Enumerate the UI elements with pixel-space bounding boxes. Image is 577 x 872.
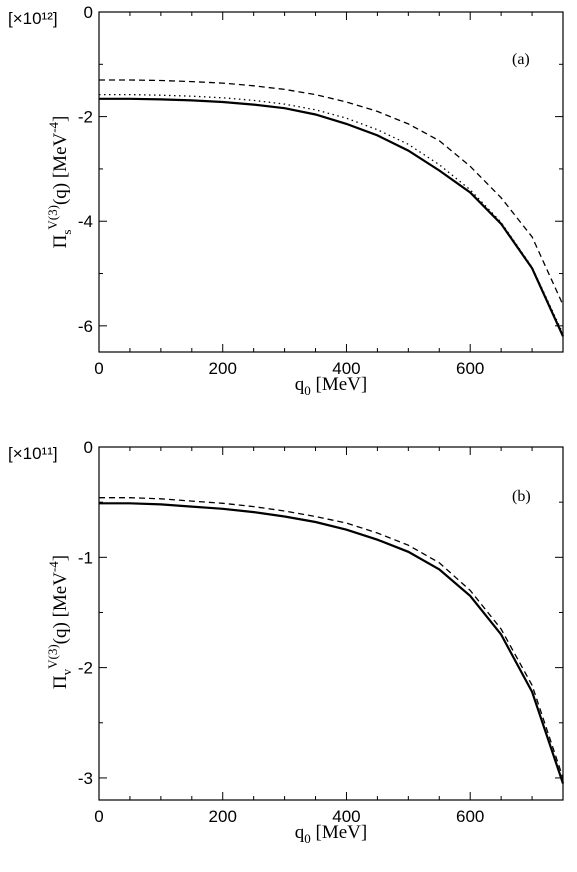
x-tick-label: 200 [209, 359, 237, 378]
x-tick-label: 200 [209, 807, 237, 826]
x-tick-label: 600 [456, 359, 484, 378]
y-axis-label-close: ] [50, 116, 71, 122]
x-tick-label: 0 [94, 359, 103, 378]
panel-label: (a) [512, 51, 530, 68]
y-tick-label: -4 [78, 212, 93, 231]
y-axis-label-sup: V(3) [45, 205, 60, 230]
y-tick-label: -1 [78, 548, 93, 567]
series-line-dotted [99, 93, 564, 334]
series-line-dashed [99, 497, 564, 779]
x-axis-label-base: q [295, 374, 305, 395]
y-axis-label-sub: s [59, 230, 74, 235]
y-tick-label: 0 [84, 3, 93, 22]
x-axis-label: q0 [MeV] [295, 822, 367, 846]
x-axis-label-unit: [MeV] [311, 374, 367, 395]
series-line-dashed [99, 79, 564, 306]
x-axis-label-unit: [MeV] [311, 822, 367, 843]
x-tick-label: 600 [456, 807, 484, 826]
x-tick-label: 400 [332, 359, 360, 378]
plot-frame [98, 446, 564, 801]
y-tick-label: -2 [78, 659, 93, 678]
y-tick-label: -3 [78, 769, 93, 788]
y-axis-label: ΠvV(3)(q) [MeV-4] [45, 555, 74, 689]
plot-frame [98, 11, 564, 353]
y-axis-label-sub: v [59, 668, 74, 675]
series-line-solid [99, 97, 565, 337]
y-axis-label-close: ] [50, 555, 71, 561]
y-axis-label-rest: (q) [MeV [50, 132, 71, 205]
x-axis-label-base: q [295, 822, 305, 843]
axis-multiplier: [×10¹²] [8, 9, 58, 28]
panel-label: (b) [512, 488, 531, 505]
axis-multiplier: [×10¹¹] [8, 444, 58, 463]
y-axis-label-unit-sup: -4 [46, 561, 61, 572]
y-axis-label-base: Π [50, 675, 71, 689]
y-axis-label-base: Π [50, 234, 71, 248]
x-axis-label-sub: 0 [304, 383, 311, 398]
y-axis-label-rest: (q) [MeV [50, 572, 71, 645]
x-axis-label: q0 [MeV] [295, 374, 367, 398]
y-axis-label: ΠsV(3)(q) [MeV-4] [45, 116, 74, 249]
series-line-solid [99, 502, 565, 784]
x-tick-label: 400 [332, 807, 360, 826]
x-axis-label-sub: 0 [304, 831, 311, 846]
x-tick-label: 0 [94, 807, 103, 826]
y-tick-label: -6 [78, 317, 93, 336]
y-axis-label-sup: V(3) [45, 644, 60, 669]
y-tick-label: 0 [84, 438, 93, 457]
y-axis-label-unit-sup: -4 [46, 121, 61, 132]
y-tick-label: -2 [78, 108, 93, 127]
